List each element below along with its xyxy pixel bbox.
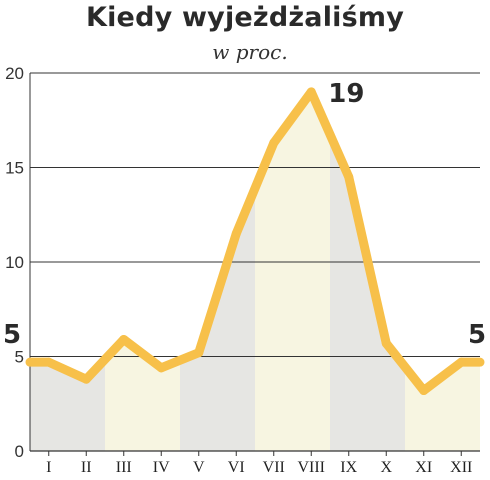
x-tick-label-VI: VI xyxy=(228,459,245,476)
labels: 5 19 5 xyxy=(3,79,486,350)
data-point-XII xyxy=(456,357,466,367)
data-point-IV xyxy=(156,363,166,373)
data-point-V xyxy=(194,348,204,358)
x-tick-label-XI: XI xyxy=(415,459,432,476)
x-tick-label-X: X xyxy=(380,459,392,476)
data-point-II xyxy=(81,374,91,384)
data-point-I xyxy=(44,357,54,367)
y-tick-label: 5 xyxy=(15,348,24,367)
x-tick-label-II: II xyxy=(81,459,92,476)
x-tick-label-IX: IX xyxy=(340,459,357,476)
x-tick-label-VIII: VIII xyxy=(297,459,325,476)
x-tick-label-IV: IV xyxy=(153,459,170,476)
data-point-X xyxy=(381,338,391,348)
x-tick-label-V: V xyxy=(193,459,205,476)
data-label: 19 xyxy=(328,79,364,109)
data-point-VIII xyxy=(306,87,316,97)
y-tick-label: 0 xyxy=(15,442,24,461)
x-tick-label-VII: VII xyxy=(263,459,285,476)
data-point-VI xyxy=(231,229,241,239)
x-tick-label-III: III xyxy=(116,459,132,476)
month-band-VIII xyxy=(292,91,331,451)
y-tick-label: 10 xyxy=(5,253,24,272)
y-tick-label: 20 xyxy=(5,64,24,83)
x-tick-label-I: I xyxy=(46,459,51,476)
chart-subtitle: w proc. xyxy=(212,40,288,64)
data-label: 5 xyxy=(3,320,21,350)
data-point-XI xyxy=(419,386,429,396)
chart-title: Kiedy wyjeżdżaliśmy xyxy=(85,2,405,33)
x-tick-label-XII: XII xyxy=(450,459,472,476)
line-layer xyxy=(25,87,485,396)
data-point-III xyxy=(119,334,129,344)
data-point-IX xyxy=(344,172,354,182)
y-tick-label: 15 xyxy=(5,159,24,178)
data-point-VII xyxy=(269,138,279,148)
series-line xyxy=(25,87,485,396)
data-label: 5 xyxy=(468,320,486,350)
